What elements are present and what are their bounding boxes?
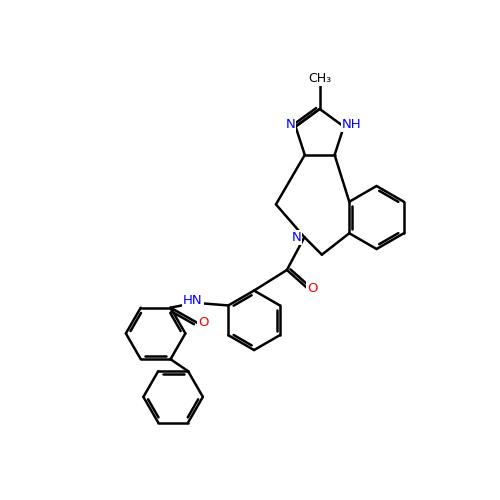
Text: O: O [198,316,209,330]
Text: NH: NH [342,118,361,131]
Text: HN: HN [183,294,203,307]
Text: N: N [292,230,302,243]
Text: N: N [286,118,295,131]
Text: O: O [308,282,318,295]
Text: CH₃: CH₃ [308,72,331,85]
